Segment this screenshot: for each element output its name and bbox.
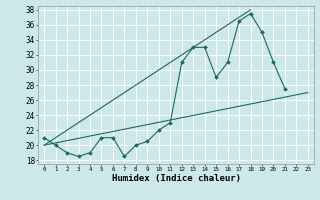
X-axis label: Humidex (Indice chaleur): Humidex (Indice chaleur) bbox=[111, 174, 241, 183]
